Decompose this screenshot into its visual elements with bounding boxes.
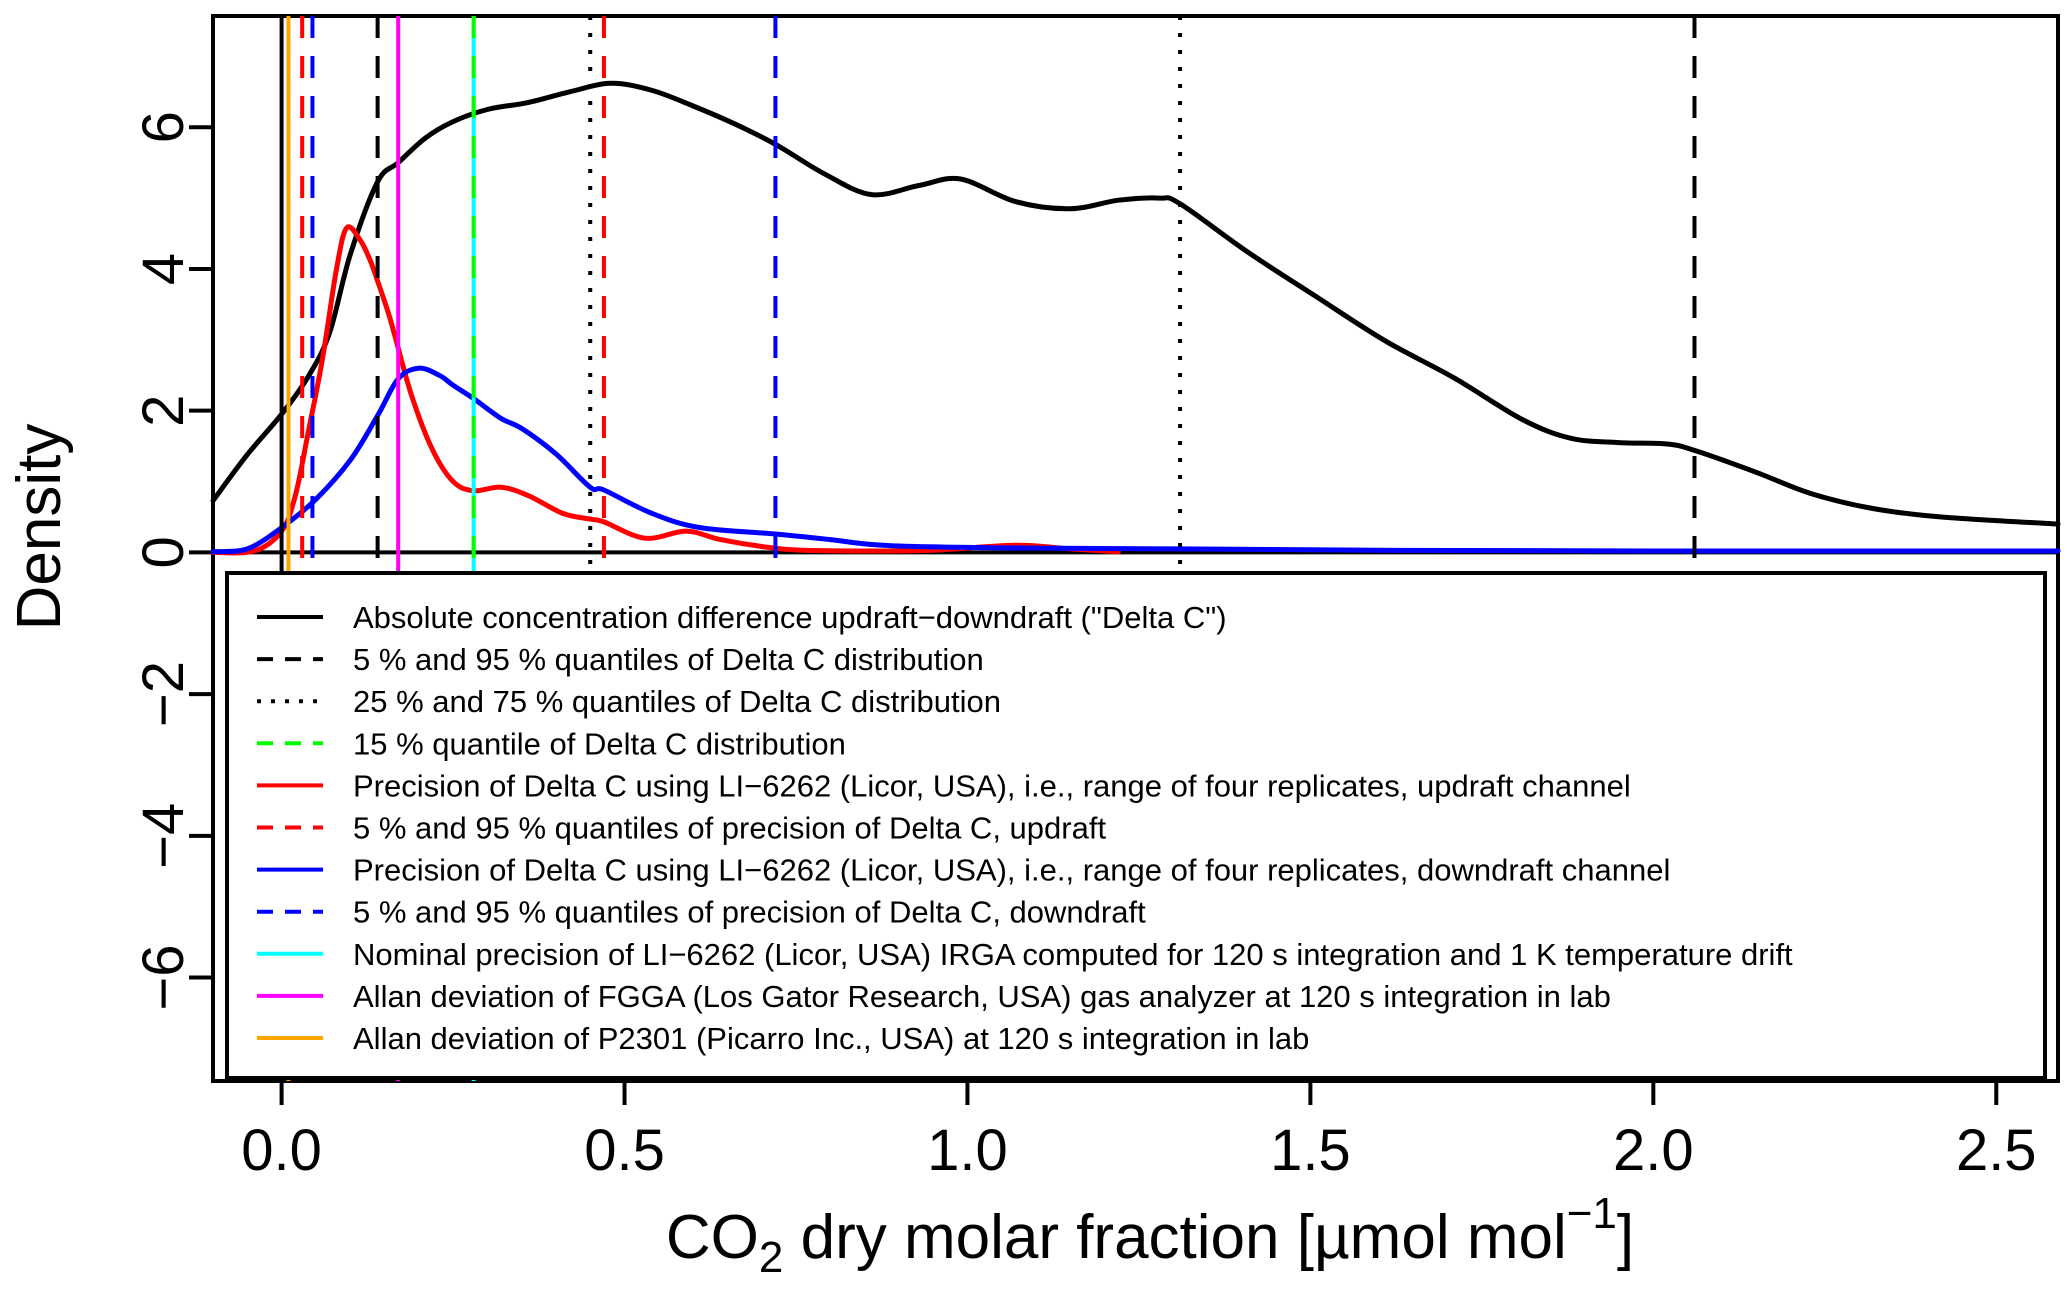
legend-item: 15 % quantile of Delta C distribution — [257, 726, 846, 761]
x-axis-title-pre: CO — [666, 1203, 759, 1272]
curve-precision-downdraft — [210, 365, 2061, 555]
x-tick-label: 0.5 — [584, 1118, 665, 1183]
y-tick-label: 4 — [131, 253, 196, 285]
curve-delta-c-density — [210, 80, 2061, 527]
x-axis-title: CO2 dry molar fraction [µmol mol−1] — [666, 1189, 1634, 1282]
x-tick-label: 2.5 — [1956, 1118, 2037, 1183]
x-tick-label: 1.0 — [927, 1118, 1008, 1183]
y-tick-label: −6 — [131, 944, 196, 1010]
y-tick-label: −2 — [131, 661, 196, 727]
y-tick-label: −4 — [131, 803, 196, 869]
legend-item: 5 % and 95 % quantiles of precision of D… — [257, 811, 1106, 846]
x-axis-title-superscript: −1 — [1567, 1189, 1617, 1238]
legend-item-label: Precision of Delta C using LI−6262 (Lico… — [353, 853, 1670, 888]
legend-item-label: 5 % and 95 % quantiles of precision of D… — [353, 811, 1106, 846]
y-axis-title: Density — [5, 424, 74, 631]
legend-item: Allan deviation of FGGA (Los Gator Resea… — [257, 979, 1611, 1014]
legend-item: Absolute concentration difference updraf… — [257, 600, 1227, 635]
x-tick-label: 1.5 — [1270, 1118, 1351, 1183]
legend-item: 5 % and 95 % quantiles of Delta C distri… — [257, 642, 984, 677]
legend-layer: Absolute concentration difference updraf… — [225, 571, 2047, 1080]
legend-item-label: 5 % and 95 % quantiles of precision of D… — [353, 895, 1146, 930]
legend-item-label: 5 % and 95 % quantiles of Delta C distri… — [353, 642, 984, 677]
legend-item: Precision of Delta C using LI−6262 (Lico… — [257, 768, 1631, 803]
legend-item: Precision of Delta C using LI−6262 (Lico… — [257, 853, 1670, 888]
legend-item: Allan deviation of P2301 (Picarro Inc., … — [257, 1021, 1309, 1056]
legend-box — [225, 571, 2047, 1080]
curve-precision-updraft — [210, 224, 1121, 556]
y-tick-label: 0 — [131, 536, 196, 568]
y-tick-label: 6 — [131, 111, 196, 143]
legend-item-label: Nominal precision of LI−6262 (Licor, USA… — [353, 937, 1793, 972]
y-tick-label: 2 — [131, 395, 196, 427]
legend-item-label: 15 % quantile of Delta C distribution — [353, 726, 846, 761]
legend-item-label: Precision of Delta C using LI−6262 (Lico… — [353, 768, 1631, 803]
plot-border — [211, 14, 2060, 1083]
legend-item-label: Absolute concentration difference updraf… — [353, 600, 1227, 635]
legend-item: Nominal precision of LI−6262 (Licor, USA… — [257, 937, 1793, 972]
x-tick-label: 2.0 — [1613, 1118, 1694, 1183]
x-tick-label: 0.0 — [241, 1118, 322, 1183]
x-axis-title-mid: dry molar fraction [µmol mol — [783, 1203, 1566, 1272]
x-axis-title-post: ] — [1617, 1203, 1634, 1272]
x-axis-title-subscript: 2 — [759, 1233, 783, 1282]
legend-item: 5 % and 95 % quantiles of precision of D… — [257, 895, 1146, 930]
legend-item-label: Allan deviation of P2301 (Picarro Inc., … — [353, 1021, 1309, 1056]
legend-item-label: Allan deviation of FGGA (Los Gator Resea… — [353, 979, 1611, 1014]
legend-item: 25 % and 75 % quantiles of Delta C distr… — [257, 684, 1001, 719]
curves-layer — [210, 80, 2061, 556]
axes-layer: 0.0 0.5 1.0 1.5 2.0 2.5 6 4 2 0 −2 −4 −6 — [131, 14, 2060, 1183]
legend-item-label: 25 % and 75 % quantiles of Delta C distr… — [353, 684, 1001, 719]
